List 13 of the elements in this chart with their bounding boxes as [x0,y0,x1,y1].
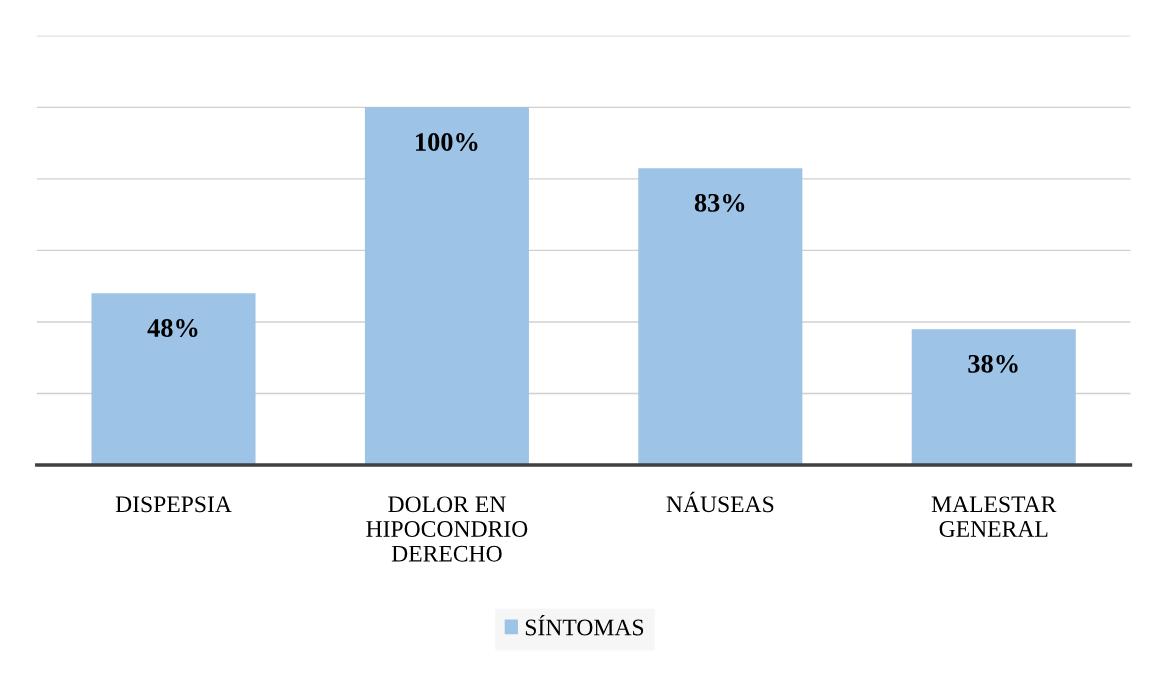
bar [364,107,529,466]
legend-label: SÍNTOMAS [525,615,644,636]
data-label: 38% [968,354,1018,373]
x-tick-label: NÁUSEAS [666,491,774,513]
data-label: 83% [694,193,745,212]
bar [911,329,1076,466]
x-tick-label: DOLOR EN HIPOCONDRIO DERECHO [366,496,528,562]
data-label: 100% [416,133,478,151]
bar [91,293,256,466]
x-tick-label: DISPEPSIA [115,496,232,513]
x-tick-label: MALESTAR GENERAL [931,496,1057,537]
bar [638,168,803,466]
data-label: 48% [147,319,198,338]
